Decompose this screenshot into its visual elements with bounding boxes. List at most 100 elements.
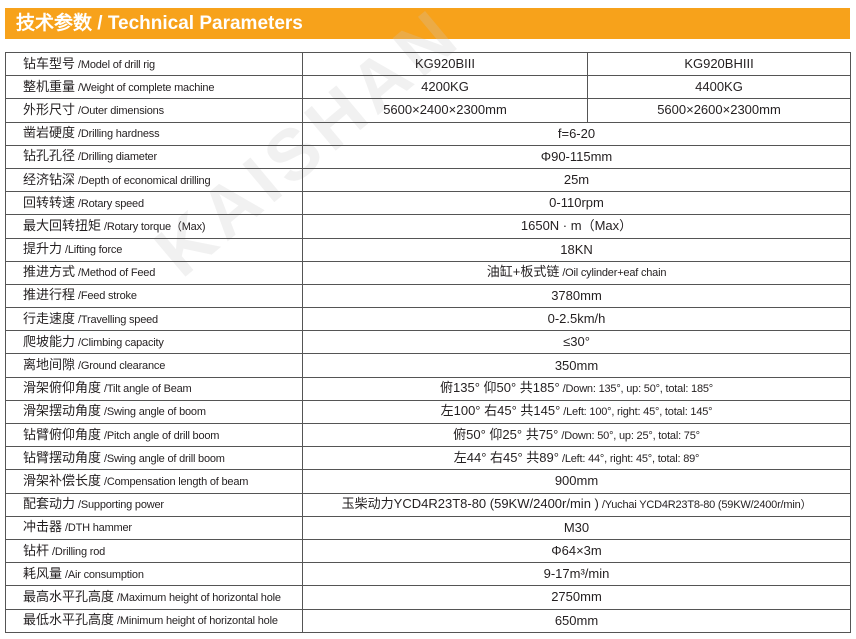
param-value: f=6-20 [302,121,851,146]
param-value: Φ90-115mm [302,144,851,169]
param-value: 5600×2400×2300mm [302,98,588,123]
param-value-cn: 左44° 右45° 共89° [453,449,559,465]
param-value-en: /Down: 135°, up: 50°, total: 185° [562,383,714,396]
table-row: 最高水平孔高度/Maximum height of horizontal hol… [5,585,851,610]
param-label: 钻臂俯仰角度/Pitch angle of drill boom [5,422,303,448]
param-value-cn: 左100° 右45° 共145° [440,403,561,419]
table-row: 最低水平孔高度/Minimum height of horizontal hol… [5,608,851,633]
param-value: 0-2.5km/h [302,307,851,332]
param-label: 凿岩硬度/Drilling hardness [5,121,303,146]
param-label-cn: 钻臂俯仰角度 [23,426,102,442]
param-value: 左100° 右45° 共145°/Left: 100°, right: 45°,… [302,399,851,425]
param-label-en: /Drilling hardness [78,128,160,141]
param-label-en: /Lifting force [65,244,123,257]
table-row: 爬坡能力/Climbing capacity ≤30° [5,330,851,355]
param-label-en: /Feed stroke [78,290,137,303]
table-row: 配套动力/Supporting power 玉柴动力YCD4R23T8-80 (5… [5,492,851,517]
param-label: 最低水平孔高度/Minimum height of horizontal hol… [5,608,303,633]
param-label: 爬坡能力/Climbing capacity [5,330,303,355]
param-value-cn: 玉柴动力YCD4R23T8-80 (59KW/2400r/min ) [341,496,599,512]
section-title: 技术参数 / Technical Parameters [16,13,303,34]
param-label: 行走速度/Travelling speed [5,307,303,332]
table-row: 回转转速/Rotary speed 0-110rpm [5,191,851,216]
table-row: 行走速度/Travelling speed 0-2.5km/h [5,307,851,332]
param-label-en: /Maximum height of horizontal hole [117,591,281,604]
param-label-cn: 钻杆 [23,542,50,558]
param-label-cn: 钻孔孔径 [23,148,76,164]
param-value-en: /Yuchai YCD4R23T8-80 (59KW/2400r/min） [601,499,812,512]
param-label-en: /Drilling diameter [78,151,157,164]
param-value: 1650N · m（Max） [302,214,851,239]
param-value: 18KN [302,237,851,262]
param-label-cn: 配套动力 [23,496,76,512]
param-value: 0-110rpm [302,191,851,216]
param-label: 钻杆/Drilling rod [5,538,303,564]
param-label-en: /Method of Feed [78,267,156,280]
param-value: 9-17m³/min [302,562,851,587]
param-label-cn: 整机重量 [23,78,76,94]
param-label-cn: 离地间隙 [23,357,76,373]
param-label-en: /Minimum height of horizontal hole [117,615,278,628]
param-value-cn: 俯50° 仰25° 共75° [453,426,559,442]
table-row: 冲击器/DTH hammer M30 [5,515,851,540]
param-label: 钻孔孔径/Drilling diameter [5,144,303,169]
param-value: 4200KG [302,75,588,100]
param-label-cn: 经济钻深 [23,171,76,187]
param-value: KG920BHIII [587,51,851,77]
table-row: 钻车型号/Model of drill rig KG920BIII KG920BHI… [5,51,851,77]
param-value: 2750mm [302,585,851,610]
table-row: 整机重量/Weight of complete machine 4200KG 440… [5,75,851,100]
param-value: 玉柴动力YCD4R23T8-80 (59KW/2400r/min )/Yucha… [302,492,851,517]
table-row: 钻孔孔径/Drilling diameter Φ90-115mm [5,144,851,169]
param-label: 钻车型号/Model of drill rig [5,51,303,77]
param-value: 俯135° 仰50° 共185°/Down: 135°, up: 50°, to… [302,376,851,401]
param-value: 油缸+板式链/Oil cylinder+eaf chain [302,260,851,285]
param-label: 耗风量/Air consumption [5,562,303,587]
param-label: 离地间隙/Ground clearance [5,353,303,378]
param-value: 900mm [302,469,851,494]
param-label-en: /Outer dimensions [78,104,164,117]
param-label-cn: 外形尺寸 [23,101,76,117]
param-value-cn: 俯135° 仰50° 共185° [440,380,560,396]
param-label-cn: 钻臂摆动角度 [23,449,102,465]
param-label: 回转转速/Rotary speed [5,191,303,216]
param-label-cn: 行走速度 [23,310,76,326]
parameters-table: 钻车型号/Model of drill rig KG920BIII KG920BHI… [5,51,851,633]
param-label: 滑架摆动角度/Swing angle of boom [5,399,303,425]
param-label: 推进方式/Method of Feed [5,260,303,285]
section-header: 技术参数 / Technical Parameters [5,8,850,39]
param-label-en: /Air consumption [65,568,144,581]
table-row: 钻臂摆动角度/Swing angle of drill boom 左44° 右45… [5,446,851,471]
table-row: 最大回转扭矩/Rotary torque（Max) 1650N · m（Max） [5,214,851,239]
param-label-en: /Tilt angle of Beam [104,383,192,396]
table-row: 外形尺寸/Outer dimensions 5600×2400×2300mm 560… [5,98,851,123]
param-value-en: /Down: 50°, up: 25°, total: 75° [561,429,700,442]
param-value-en: /Left: 100°, right: 45°, total: 145° [563,406,713,419]
param-label-cn: 回转转速 [23,194,76,210]
param-label-en: /Drilling rod [52,545,106,558]
param-label-en: /Rotary speed [78,197,144,210]
param-label-cn: 凿岩硬度 [23,125,76,141]
param-label-cn: 爬坡能力 [23,333,76,349]
table-row: 滑架摆动角度/Swing angle of boom 左100° 右45° 共14… [5,399,851,425]
param-label-cn: 滑架摆动角度 [23,403,102,419]
table-row: 钻杆/Drilling rod Φ64×3m [5,538,851,564]
param-label-cn: 提升力 [23,241,63,257]
param-value-en: /Oil cylinder+eaf chain [562,267,667,280]
param-value: 25m [302,167,851,193]
param-value: 左44° 右45° 共89°/Left: 44°, right: 45°, to… [302,446,851,471]
table-row: 凿岩硬度/Drilling hardness f=6-20 [5,121,851,146]
param-label: 经济钻深/Depth of economical drilling [5,167,303,193]
table-row: 离地间隙/Ground clearance 350mm [5,353,851,378]
param-label: 整机重量/Weight of complete machine [5,75,303,100]
param-value: 5600×2600×2300mm [587,98,851,123]
param-label-cn: 钻车型号 [23,55,76,71]
param-value-en: /Left: 44°, right: 45°, total: 89° [561,452,700,465]
table-row: 推进方式/Method of Feed 油缸+板式链/Oil cylinder+e… [5,260,851,285]
param-label-cn: 滑架补偿长度 [23,472,102,488]
param-label: 滑架补偿长度/Compensation length of beam [5,469,303,494]
param-label-en: /Ground clearance [78,360,166,373]
param-label-en: /Model of drill rig [78,58,155,71]
param-label-en: /Travelling speed [78,313,158,326]
param-label-en: /Pitch angle of drill boom [104,429,220,442]
